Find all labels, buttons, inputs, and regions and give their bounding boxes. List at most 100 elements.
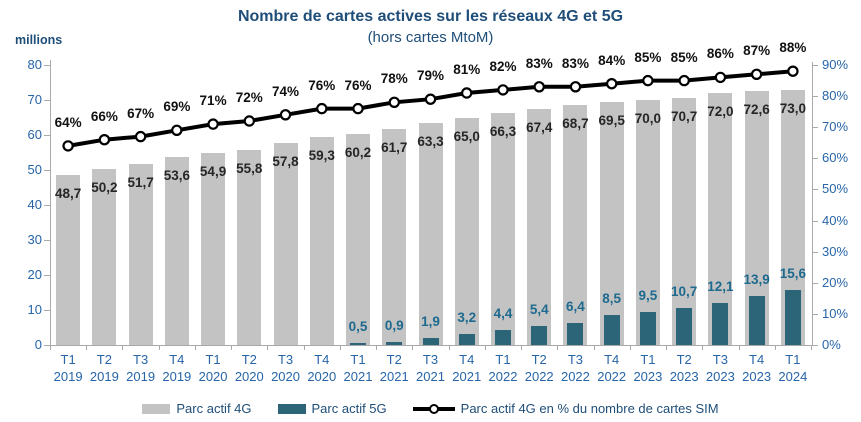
bar-5g: [567, 322, 584, 345]
bar-4g: [128, 164, 153, 345]
legend-line-marker-icon: [412, 403, 455, 415]
trend-marker: [678, 74, 690, 87]
bar-4g: [164, 157, 189, 345]
y-axis-right-tick: [812, 65, 818, 66]
x-tick-quarter: T4: [749, 352, 765, 367]
y-axis-right-tick: [812, 96, 818, 98]
x-tick-year: 2020: [198, 369, 228, 384]
legend-item-4g: Parc actif 4G: [142, 401, 252, 416]
trend-marker: [533, 81, 545, 93]
bar-4g-label: 57,8: [272, 153, 299, 169]
bar-4g: [92, 169, 117, 345]
bar-4g: [237, 149, 262, 345]
y-axis-left-tick-label: 10: [27, 302, 42, 317]
y-axis-left-tick-label: 0: [34, 337, 42, 352]
pct-point-label: 87%: [743, 43, 771, 59]
x-tick-year: 2024: [778, 369, 808, 384]
x-axis-tick: [50, 346, 51, 350]
x-tick-year: 2023: [669, 369, 699, 384]
y-axis-left-tick: [44, 240, 50, 241]
pct-point-label: 86%: [706, 46, 734, 62]
y-axis-right-tick-label: 80%: [822, 88, 849, 104]
trend-marker: [461, 87, 473, 99]
x-tick-year: 2021: [343, 369, 373, 384]
trend-marker: [750, 68, 763, 81]
x-axis-tick: [702, 346, 704, 350]
x-tick-year: 2021: [452, 369, 482, 384]
x-axis-tick: [412, 346, 414, 350]
x-tick-quarter: T4: [459, 352, 475, 367]
legend-label-5g: Parc actif 5G: [311, 401, 387, 416]
x-tick-quarter: T2: [676, 352, 692, 367]
x-tick-year: 2022: [560, 369, 590, 384]
x-axis-tick: [376, 346, 378, 350]
bar-4g: [599, 101, 624, 345]
bar-5g: [350, 343, 367, 345]
bar-4g-label: 60,2: [344, 145, 372, 161]
x-axis-tick: [629, 346, 631, 350]
x-tick-year: 2020: [271, 369, 300, 384]
y-axis-right-tick-label: 30%: [822, 243, 849, 259]
x-tick-year: 2021: [416, 369, 445, 384]
legend-swatch-5g: [277, 403, 306, 414]
bar-5g-label: 8,5: [602, 291, 622, 307]
x-tick-quarter: T1: [785, 352, 801, 367]
bar-4g: [418, 123, 443, 345]
trend-marker: [497, 84, 509, 96]
bar-5g-label: 3,2: [457, 309, 477, 325]
x-axis-line: [50, 345, 813, 346]
x-tick-year: 2019: [53, 369, 83, 384]
x-tick-year: 2019: [162, 369, 192, 384]
x-axis-tick: [774, 346, 776, 350]
chart-legend: Parc actif 4G Parc actif 5G Parc actif 4…: [0, 401, 861, 416]
x-tick-quarter: T4: [314, 352, 330, 367]
y-axis-left-tick: [44, 170, 50, 171]
x-tick-quarter: T1: [60, 352, 76, 367]
trend-marker: [424, 93, 437, 105]
x-tick-quarter: T1: [640, 352, 656, 367]
y-axis-right-line: [812, 62, 813, 345]
bar-5g: [676, 307, 693, 345]
bar-5g: [494, 329, 511, 345]
pct-point-label: 84%: [598, 52, 626, 68]
pct-point-label: 85%: [670, 49, 698, 65]
trend-marker: [98, 133, 111, 146]
bar-5g: [531, 326, 548, 345]
y-axis-left-tick-label: 30: [27, 232, 42, 247]
x-axis-tick: [267, 346, 269, 350]
x-axis-tick: [484, 346, 486, 350]
y-axis-right-tick: [812, 220, 818, 222]
y-axis-right-tick: [812, 282, 818, 284]
chart-subtitle: (hors cartes MtoM): [367, 29, 494, 46]
y-axis-left-tick: [44, 310, 50, 311]
trend-marker: [134, 130, 147, 143]
y-axis-right-tick-label: 0%: [822, 337, 841, 352]
trend-marker: [388, 96, 400, 109]
bar-4g: [490, 112, 515, 345]
bar-5g: [603, 315, 620, 345]
x-axis-tick: [86, 346, 88, 350]
x-tick-quarter: T1: [495, 352, 511, 367]
bar-5g: [748, 296, 765, 345]
y-axis-left-tick-label: 20: [27, 267, 42, 282]
bar-5g-label: 13,9: [743, 272, 770, 288]
x-axis-tick: [666, 346, 668, 350]
x-tick-year: 2022: [488, 369, 518, 384]
x-axis-tick: [303, 346, 305, 350]
y-axis-right-tick-label: 70%: [822, 119, 849, 135]
bar-5g-label: 12,1: [707, 278, 734, 294]
trend-marker: [243, 115, 255, 127]
y-axis-right-tick-label: 60%: [822, 150, 849, 166]
x-tick-year: 2023: [705, 369, 735, 384]
y-axis-right-tick-label: 10%: [822, 305, 849, 321]
y-axis-left-tick: [44, 135, 50, 136]
trend-marker: [787, 65, 799, 77]
legend-swatch-4g: [142, 403, 171, 414]
y-axis-left-tick: [44, 205, 50, 206]
x-tick-year: 2019: [126, 369, 156, 384]
y-axis-right-tick: [812, 158, 818, 160]
bar-4g: [56, 174, 81, 345]
bar-5g: [712, 302, 729, 345]
x-axis-tick: [122, 346, 124, 350]
bar-5g-label: 6,4: [566, 298, 585, 314]
